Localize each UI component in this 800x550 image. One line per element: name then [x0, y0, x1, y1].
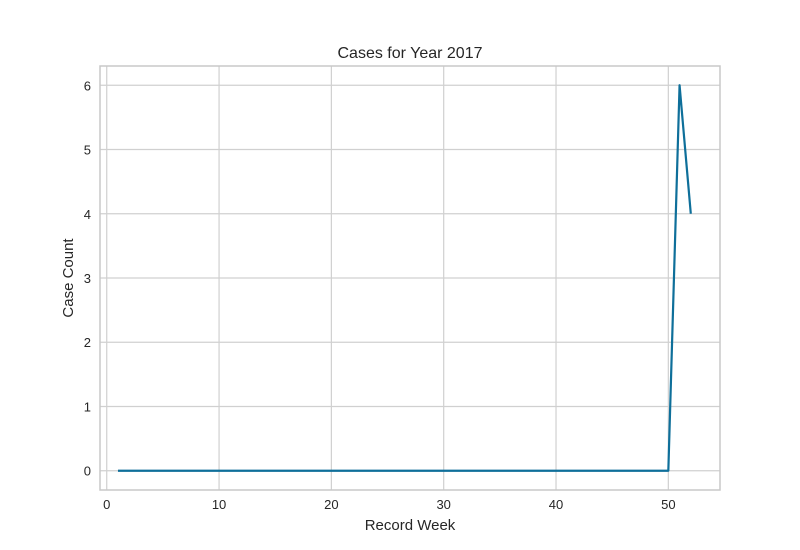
x-axis-label: Record Week: [365, 517, 456, 534]
chart-title: Cases for Year 2017: [338, 45, 483, 62]
x-tick-label: 10: [212, 497, 226, 512]
x-tick-label: 40: [549, 497, 563, 512]
y-tick-label: 1: [84, 399, 91, 414]
y-tick-label: 4: [84, 207, 91, 222]
x-tick-label: 30: [436, 497, 450, 512]
y-axis-label: Case Count: [60, 238, 77, 318]
y-tick-label: 2: [84, 335, 91, 350]
y-tick-label: 3: [84, 271, 91, 286]
y-tick-label: 6: [84, 78, 91, 93]
series-layer: [117, 84, 692, 472]
y-tick-label: 5: [84, 143, 91, 158]
x-tick-label: 50: [661, 497, 675, 512]
x-tick-label: 0: [103, 497, 110, 512]
y-axis-ticks: 0 1 2 3 4 5 6: [84, 78, 91, 478]
series-line: [117, 84, 692, 472]
x-axis-ticks: 0 10 20 30 40 50: [103, 497, 675, 512]
grid: [100, 66, 720, 490]
x-tick-label: 20: [324, 497, 338, 512]
plot-frame: [99, 65, 721, 491]
y-tick-label: 0: [84, 464, 91, 479]
